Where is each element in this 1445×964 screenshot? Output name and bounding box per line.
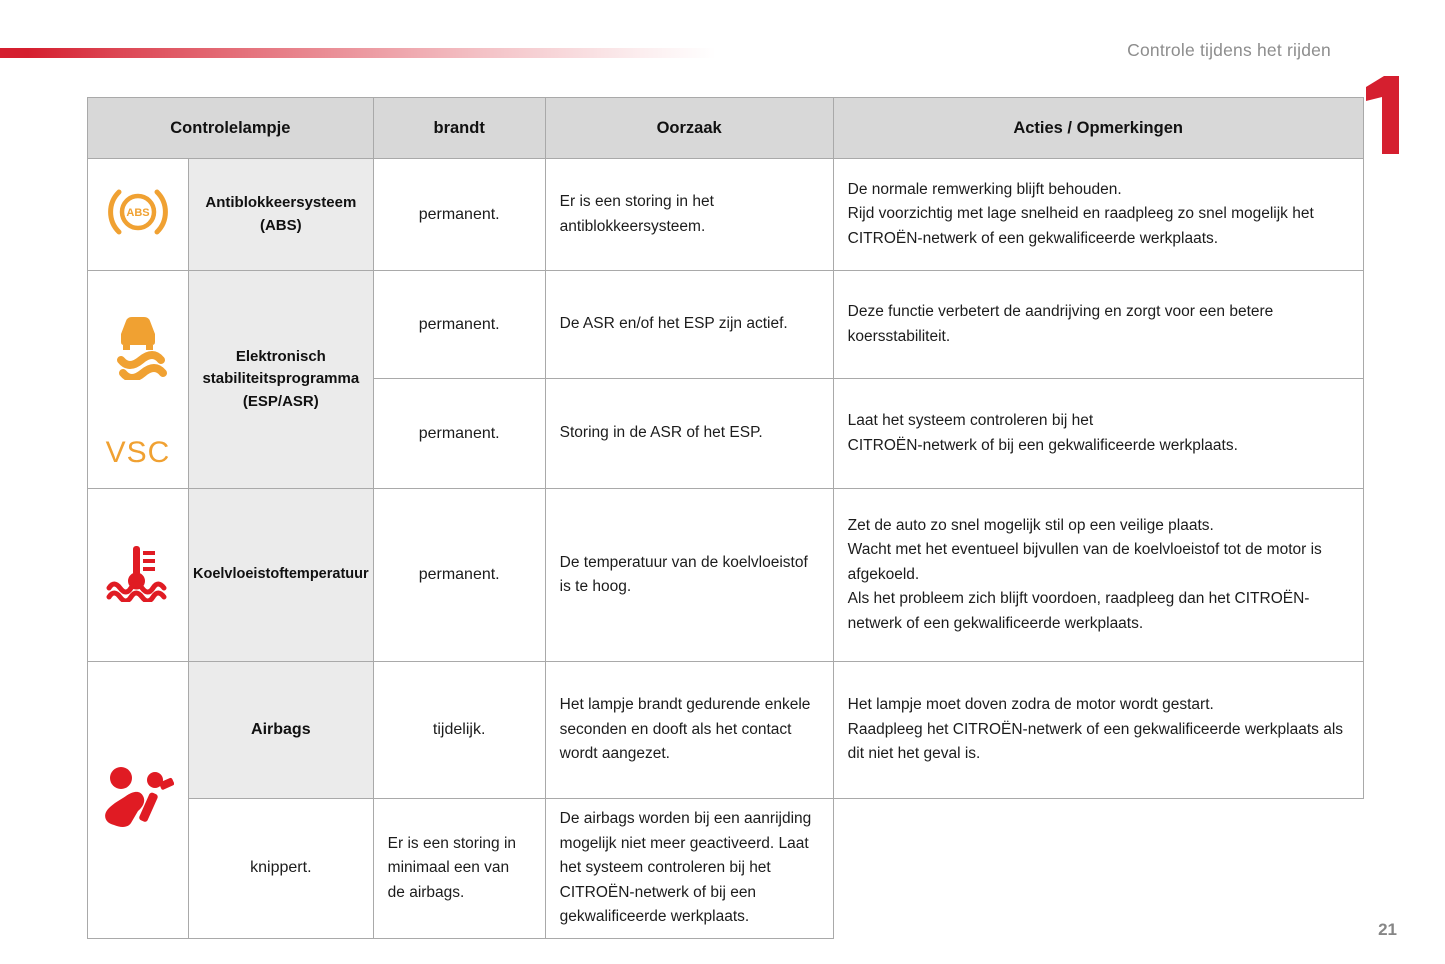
coolant-icon-cell [87,488,189,662]
warning-name: Elektronisch stabiliteitsprogramma (ESP/… [188,270,374,489]
acties-text: De airbags worden bij een aanrijding mog… [544,798,834,939]
airbag-icon-cell [87,661,189,939]
acties-text: Zet de auto zo snel mogelijk stil op een… [832,488,1364,662]
table-row: Airbags tijdelijk. Het lampje brandt ged… [87,661,1364,939]
brandt-value: permanent. [372,158,546,271]
warning-name: Airbags [188,661,374,799]
acties-text: Deze functie verbetert de aandrijving en… [832,270,1364,379]
chapter-one-glyph [1366,76,1399,154]
warning-name: Antiblokkeersysteem (ABS) [188,158,374,271]
warning-name: Koelvloeistoftemperatuur [188,488,374,662]
acties-text: De normale remwerking blijft behouden. R… [832,158,1364,271]
page-number: 21 [1378,920,1397,939]
column-header-brandt: brandt [372,97,546,159]
column-header-oorzaak: Oorzaak [544,97,834,159]
abs-icon-label: ABS [126,207,149,219]
abs-icon-cell: ABS [87,158,189,271]
table-header-row: Controlelampje brandt Oorzaak Acties / O… [87,97,1364,159]
table-row: ABS Antiblokkeersysteem (ABS) permanent.… [87,158,1364,271]
column-header-acties: Acties / Opmerkingen [832,97,1364,159]
brandt-value: knippert. [188,798,374,939]
chapter-number-badge [1363,76,1401,154]
oorzaak-text: Het lampje brandt gedurende enkele secon… [544,661,834,799]
oorzaak-text: Er is een storing in minimaal een van de… [372,798,546,939]
red-gradient-stripe [0,48,716,58]
abs-warning-icon: ABS [108,189,168,235]
table-row: permanent. Storing in de ASR of het ESP.… [88,378,1364,489]
esp-icon-cell: VSC [87,270,189,489]
oorzaak-text: Er is een storing in het antiblokkeersys… [544,158,834,271]
vsc-label: VSC [105,435,171,469]
brandt-value: tijdelijk. [372,661,546,799]
acties-text: Laat het systeem controleren bij het CIT… [832,378,1364,489]
esp-skid-icon [117,316,167,380]
column-header-controlelampje: Controlelampje [87,97,374,159]
running-header: Controle tijdens het rijden [1127,40,1331,60]
oorzaak-text: Storing in de ASR of het ESP. [544,378,834,489]
oorzaak-text: De temperatuur van de koelvloeistof is t… [544,488,834,662]
airbag-warning-icon [105,767,175,828]
coolant-temperature-icon [106,545,167,603]
table-row: VSC Elektronisch stabiliteitsprogramma (… [87,270,1364,489]
warning-lights-table: Controlelampje brandt Oorzaak Acties / O… [87,97,1364,939]
brandt-value: permanent. [372,378,546,489]
acties-text: Het lampje moet doven zodra de motor wor… [832,661,1364,799]
oorzaak-text: De ASR en/of het ESP zijn actief. [544,270,834,379]
table-row: Koelvloeistoftemperatuur permanent. De t… [87,488,1364,662]
brandt-value: permanent. [372,488,546,662]
brandt-value: permanent. [372,270,546,379]
table-row: knippert. Er is een storing in minimaal … [88,798,1364,939]
